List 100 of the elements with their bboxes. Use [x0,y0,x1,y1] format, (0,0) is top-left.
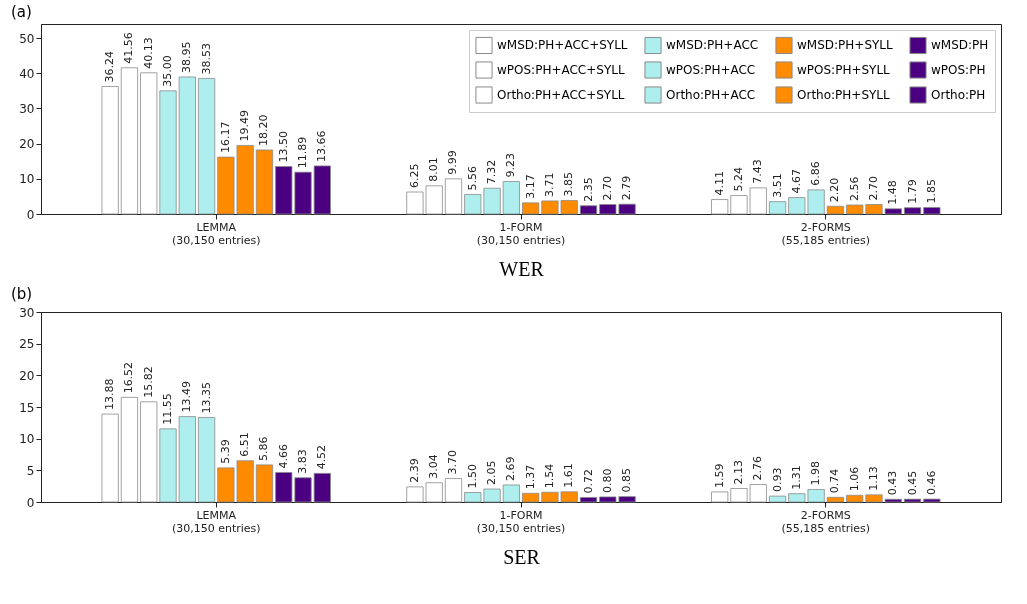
data-label: 36.24 [103,50,117,83]
bar [502,181,520,215]
y-tick-label: 30 [19,101,35,116]
data-label: 1.61 [562,463,576,488]
data-label: 2.70 [866,176,880,201]
bar [522,492,540,503]
data-label: 4.11 [712,171,726,196]
y-tick-label: 0 [26,495,35,510]
data-label: 3.71 [542,172,556,197]
data-label: 0.43 [886,470,900,496]
data-label: 1.85 [924,178,938,204]
bar [826,205,844,215]
y-tick-label: 10 [19,432,35,447]
x-tick-label: 2-FORMS (55,185 entries) [781,508,871,535]
data-label: 1.13 [866,466,880,491]
bar [120,396,139,503]
data-label: 2.13 [731,460,745,485]
legend-label: Ortho:PH+ACC+SYLL [497,88,625,102]
data-label: 1.98 [809,460,823,486]
data-label: 5.39 [218,439,232,464]
data-label: 0.46 [924,470,938,496]
legend-label: wPOS:PH+SYLL [797,63,891,77]
data-label: 4.66 [276,443,290,469]
data-label: 11.89 [296,136,310,169]
y-tick-label: 10 [19,172,35,187]
legend-label: wPOS:PH+ACC+SYLL [497,63,625,77]
data-label: 13.66 [315,130,329,162]
y-tick-label: 20 [19,368,35,383]
bar [903,498,922,503]
data-label: 38.95 [180,41,194,73]
x-tick-label: 1-FORM (30,150 entries) [476,220,566,247]
legend-label: Ortho:PH+ACC [666,88,756,102]
data-label: 1.59 [712,463,726,488]
y-tick-label: 25 [19,337,35,352]
data-label: 2.79 [620,175,634,201]
data-label: 0.74 [828,468,842,494]
legend-label: wMSD:PH [931,38,989,53]
legend-label: wMSD:PH+SYLL [797,38,894,53]
data-label: 19.49 [238,109,252,142]
legend-label: Ortho:PH+SYLL [797,88,891,102]
data-label: 5.86 [257,436,271,461]
y-tick-label: 5 [26,463,35,478]
data-label: 3.85 [562,171,576,197]
legend-label: wPOS:PH [931,63,986,77]
data-label: 2.70 [600,176,614,201]
bar [101,86,119,215]
data-label: 13.88 [103,378,117,411]
bar [502,484,520,503]
data-label: 2.35 [581,177,595,202]
data-label: 2.69 [504,456,518,481]
x-tick-label: LEMMA (30,150 entries) [171,508,261,535]
data-label: 38.53 [199,42,213,75]
x-axis-title: WER [499,257,545,280]
x-axis-title: SER [503,545,541,568]
data-label: 2.56 [847,176,861,201]
y-tick-label: 20 [19,137,35,152]
data-label: 7.43 [751,159,765,184]
data-label: 6.51 [238,432,252,457]
data-label: 0.72 [581,468,595,494]
data-label: 3.51 [770,173,784,198]
data-label: 1.31 [789,465,803,490]
data-label: 6.86 [809,161,823,186]
bar [923,498,941,503]
data-label: 13.50 [276,131,290,163]
bar [768,201,787,215]
data-label: 16.52 [122,361,136,394]
y-tick-label: 40 [19,66,35,81]
data-label: 41.56 [122,32,136,64]
legend-label: Ortho:PH [931,88,986,102]
data-label: 3.70 [446,450,460,475]
y-tick-label: 15 [19,400,35,415]
data-label: 8.01 [427,157,441,182]
bar [255,149,274,215]
data-label: 1.06 [847,466,861,492]
data-label: 40.13 [141,37,155,69]
data-label: 15.82 [141,366,155,398]
bar [255,464,274,503]
data-label: 0.85 [620,468,634,493]
data-label: 9.23 [504,153,518,178]
bar [826,496,844,503]
bar [198,417,216,503]
chart-title: (a) [11,3,32,21]
x-tick-label: LEMMA (30,150 entries) [171,220,261,247]
legend-label: wPOS:PH+ACC [666,63,756,77]
bar [903,207,922,215]
data-label: 1.37 [523,464,537,490]
bar [120,67,139,215]
data-label: 3.17 [523,174,537,199]
data-label: 13.49 [180,381,194,413]
bar [101,413,119,503]
x-tick-label: 1-FORM (30,150 entries) [476,508,566,535]
data-label: 5.24 [731,167,745,192]
bar [579,497,598,503]
bar [522,202,540,215]
data-label: 2.20 [828,177,842,203]
data-label: 1.79 [905,179,919,204]
data-label: 7.32 [485,159,499,185]
bar [579,205,598,215]
data-label: 2.39 [407,458,421,483]
data-label: 35.00 [161,55,175,87]
